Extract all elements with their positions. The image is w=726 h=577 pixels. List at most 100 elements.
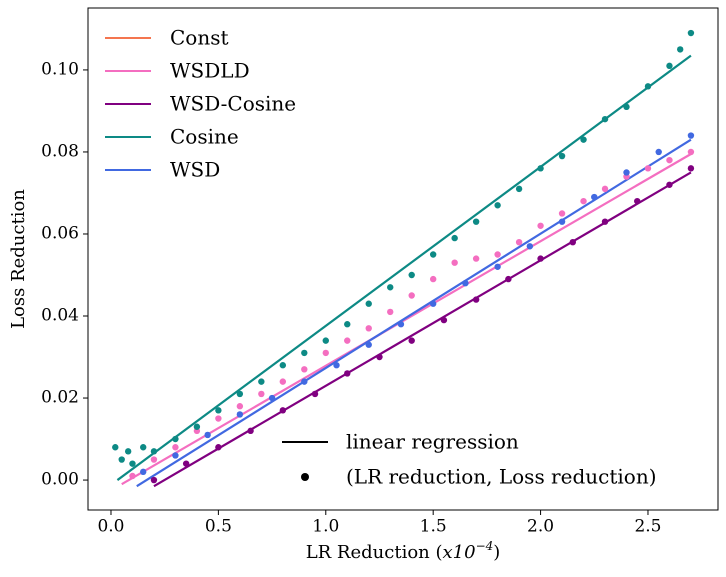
data-point [462,279,469,287]
legend-label: WSDLD [170,59,250,83]
data-point [440,316,448,324]
data-point [505,275,512,283]
data-point [150,476,158,484]
y-tick-label: 0.02 [41,388,79,408]
data-point [236,403,244,410]
data-point [429,300,437,307]
regression-line [153,171,692,488]
x-tick-label: 2.0 [527,517,554,537]
data-point [451,234,458,242]
data-point [215,407,222,414]
data-point [591,193,598,201]
data-point [301,349,308,357]
data-point [515,238,523,246]
data-point [124,448,132,455]
x-tick-label: 0.0 [97,517,124,537]
data-point [558,210,566,217]
data-point [344,321,351,328]
y-tick-label: 0.04 [41,306,79,326]
data-point [365,300,372,307]
data-point [644,165,652,172]
x-label-close: ) [493,542,500,563]
y-tick-label: 0.10 [41,59,79,79]
legend-point-key [301,473,309,481]
data-point [472,296,480,303]
data-point [580,136,587,143]
data-point [655,148,662,156]
data-point [365,341,372,348]
data-point [558,152,566,160]
data-point [344,337,351,344]
y-axis-label: Loss Reduction [8,189,29,329]
data-point [140,444,147,451]
data-point [193,423,201,430]
data-point [301,378,308,385]
data-point [204,431,211,439]
data-point [601,185,609,193]
legend-label: Const [170,26,229,50]
y-tick-label: 0.00 [41,470,79,490]
data-point [687,148,695,156]
data-point [472,218,480,225]
x-label-exponent: −4 [476,539,494,553]
data-point [601,115,609,123]
data-point [279,407,287,414]
data-point [311,390,319,398]
data-point [494,202,501,209]
data-point [634,197,641,205]
data-point [537,255,544,262]
data-point [333,362,340,369]
data-point [472,255,480,262]
data-point [268,394,276,402]
data-point [279,378,287,385]
y-tick-label: 0.08 [41,141,79,161]
data-point [172,444,179,451]
y-tick-label: 0.06 [41,223,79,243]
data-point [182,460,190,467]
legend-line-text: linear regression [346,430,519,454]
data-point [215,444,222,451]
data-point [451,259,458,266]
data-point [687,29,695,37]
data-point [537,222,544,229]
data-point [258,378,265,385]
data-point [150,456,158,463]
x-tick-label: 1.0 [312,517,339,537]
data-point [666,181,673,188]
data-point [623,103,630,111]
data-point [494,263,501,270]
data-point [408,337,415,344]
data-point [301,366,308,373]
data-point [408,271,415,279]
data-point [666,62,673,70]
data-point [112,444,119,451]
legend-point-text: (LR reduction, Loss reduction) [346,465,657,489]
data-point [236,411,244,418]
x-axis-label: LR Reduction (x10−4) [306,539,501,563]
data-point [569,238,576,246]
data-point [129,472,136,480]
data-point [387,308,394,316]
data-point [322,337,329,344]
data-point [344,370,351,377]
data-point [429,275,437,283]
data-point [526,243,534,250]
plot-frame [87,7,719,511]
data-point [172,452,179,459]
data-point [215,415,222,422]
data-point [365,325,372,332]
x-tick-label: 2.5 [634,517,661,537]
data-point [376,353,383,361]
data-point [580,197,587,205]
data-point [236,390,244,398]
data-point [118,456,125,463]
data-point [397,321,405,328]
legend-label: Cosine [170,125,239,149]
x-label-factor: x10 [443,542,476,563]
data-point [558,218,566,225]
data-point [687,132,695,139]
data-point [129,460,136,467]
data-point [429,251,437,258]
data-point [623,169,630,176]
